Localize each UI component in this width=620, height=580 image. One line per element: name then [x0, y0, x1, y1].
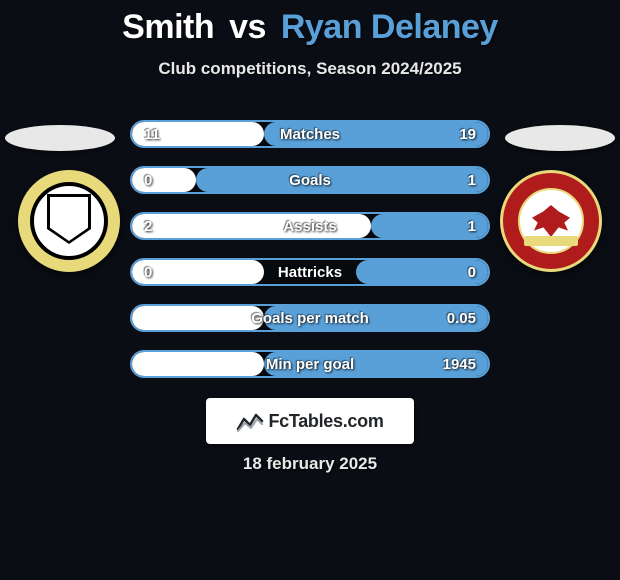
player1-club-badge — [18, 170, 120, 272]
subtitle: Club competitions, Season 2024/2025 — [0, 59, 620, 79]
stat-value-player1: 0 — [144, 168, 152, 192]
stat-label: Assists — [132, 214, 488, 238]
stat-value-player2: 19 — [459, 122, 476, 146]
stat-row: Goals per match0.05 — [130, 304, 490, 332]
stat-label: Min per goal — [132, 352, 488, 376]
stat-row: Min per goal1945 — [130, 350, 490, 378]
stat-label: Hattricks — [132, 260, 488, 284]
stat-value-player2: 1 — [468, 214, 476, 238]
site-logo-icon — [236, 409, 264, 433]
stat-row: Goals0 1 — [130, 166, 490, 194]
stat-label: Matches — [132, 122, 488, 146]
stat-row: Matches11 19 — [130, 120, 490, 148]
vs-separator: vs — [229, 8, 266, 46]
player2-flag — [505, 125, 615, 151]
stat-row: Hattricks0 0 — [130, 258, 490, 286]
date-label: 18 february 2025 — [0, 454, 620, 474]
player2-name: Ryan Delaney — [281, 8, 498, 46]
stat-value-player1: 11 — [144, 122, 160, 146]
site-name: FcTables.com — [268, 411, 383, 432]
player1-flag — [5, 125, 115, 151]
player1-name: Smith — [122, 8, 214, 46]
site-attribution: FcTables.com — [206, 398, 414, 444]
stats-container: Matches1119Goals01Assists21Hattricks00Go… — [130, 120, 490, 378]
stat-row: Assists2 1 — [130, 212, 490, 240]
stat-label: Goals — [132, 168, 488, 192]
stat-value-player2: 0.05 — [447, 306, 476, 330]
stat-value-player2: 1945 — [443, 352, 476, 376]
stat-value-player2: 0 — [468, 260, 476, 284]
stat-label: Goals per match — [132, 306, 488, 330]
player2-club-badge — [500, 170, 602, 272]
stat-value-player2: 1 — [468, 168, 476, 192]
stat-value-player1: 2 — [144, 214, 152, 238]
comparison-title: Smith vs Ryan Delaney — [0, 0, 620, 47]
stat-value-player1: 0 — [144, 260, 152, 284]
